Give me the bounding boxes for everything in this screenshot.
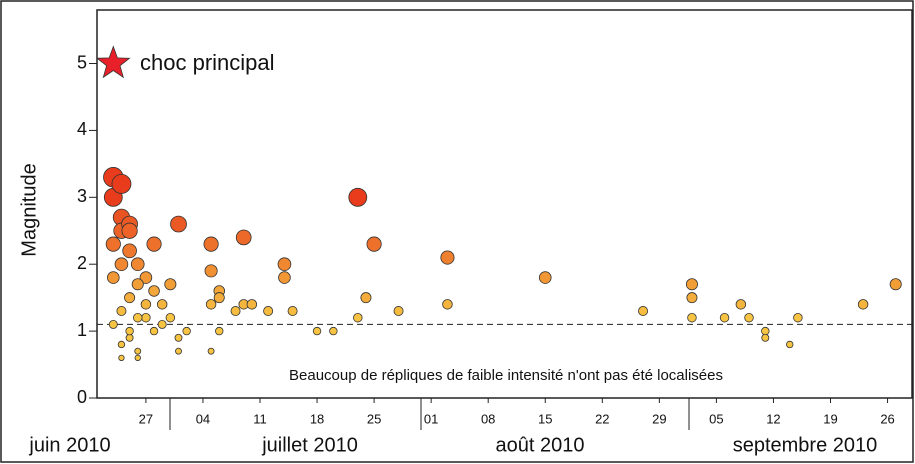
x-tick-label: 05 <box>709 411 723 426</box>
month-label: juillet 2010 <box>261 434 358 456</box>
aftershock <box>134 347 142 355</box>
x-tick-label: 01 <box>424 411 438 426</box>
aftershock <box>134 354 141 362</box>
aftershock <box>140 299 152 310</box>
aftershock <box>235 229 252 246</box>
aftershock <box>204 264 218 278</box>
aftershock <box>122 243 137 259</box>
aftershock <box>312 326 322 336</box>
aftershock <box>230 306 241 317</box>
aftershock <box>124 292 136 304</box>
aftershock <box>719 313 730 323</box>
aftershock <box>174 333 183 342</box>
aftershock <box>116 306 127 317</box>
x-tick-label: 26 <box>880 411 894 426</box>
month-label: septembre 2010 <box>733 434 878 456</box>
month-label: juin 2010 <box>28 434 110 456</box>
aftershock <box>857 299 869 310</box>
x-tick-label: 04 <box>196 411 210 426</box>
aftershock <box>246 299 258 310</box>
aftershock <box>207 347 215 355</box>
y-tick-label: 3 <box>77 186 87 206</box>
y-tick-label: 2 <box>77 253 87 273</box>
aftershock <box>263 306 274 317</box>
aftershock <box>215 326 224 336</box>
x-tick-label: 29 <box>652 411 666 426</box>
x-tick-label: 22 <box>595 411 609 426</box>
aftershock <box>105 236 121 252</box>
x-tick-label: 18 <box>310 411 324 426</box>
x-tick-label: 15 <box>538 411 552 426</box>
aftershock <box>538 271 552 284</box>
aftershock <box>744 313 754 323</box>
annotation: choc principal <box>140 50 275 75</box>
aftershock <box>149 326 159 336</box>
x-tick-label: 08 <box>481 411 495 426</box>
aftershock <box>175 347 182 355</box>
aftershock <box>205 299 217 310</box>
aftershock <box>146 236 162 252</box>
aftershock <box>131 278 144 291</box>
y-tick-label: 0 <box>77 387 87 407</box>
y-tick-label: 5 <box>77 52 87 72</box>
aftershock <box>353 313 363 323</box>
aftershock <box>203 236 219 252</box>
aftershock <box>440 250 455 265</box>
aftershock <box>687 313 697 323</box>
aftershock <box>889 278 902 291</box>
aftershock <box>156 299 168 310</box>
aftershock <box>786 340 794 349</box>
aftershock <box>121 222 138 239</box>
plot-area <box>96 9 913 399</box>
aftershock <box>638 306 649 317</box>
aftershock <box>125 326 134 336</box>
aftershock <box>164 278 177 291</box>
aftershock <box>761 326 770 336</box>
x-tick-label: 11 <box>253 411 267 426</box>
annotation: Beaucoup de répliques de faible intensit… <box>289 367 723 384</box>
aftershock <box>114 257 129 272</box>
aftershock <box>117 340 126 349</box>
aftershock <box>108 319 118 329</box>
y-tick-label: 1 <box>77 320 87 340</box>
aftershock <box>329 326 338 336</box>
aftershock <box>139 271 153 284</box>
aftershock <box>148 285 160 297</box>
aftershock <box>393 306 404 317</box>
aftershock <box>107 271 120 284</box>
aftershock <box>213 292 225 304</box>
aftershock <box>287 306 298 317</box>
aftershock <box>348 187 368 207</box>
x-tick-label: 12 <box>766 411 780 426</box>
aftershock <box>157 319 167 329</box>
aftershock <box>141 313 151 323</box>
aftershock <box>170 215 187 233</box>
aftershock <box>278 271 291 284</box>
aftershock <box>182 326 191 336</box>
aftershock <box>111 174 132 194</box>
aftershock <box>735 299 747 310</box>
x-tick-label: 27 <box>139 411 153 426</box>
aftershock <box>133 313 143 323</box>
aftershock <box>442 299 453 310</box>
y-axis-label: Magnitude <box>18 163 40 256</box>
aftershock <box>685 278 698 291</box>
aftershock <box>130 257 145 272</box>
aftershock <box>793 313 803 323</box>
mainshock-star <box>95 45 131 79</box>
aftershock <box>761 333 770 342</box>
x-tick-label: 19 <box>823 411 837 426</box>
aftershock <box>118 354 125 362</box>
aftershock <box>360 292 372 304</box>
month-label: août 2010 <box>496 434 585 456</box>
y-tick-label: 4 <box>77 119 87 139</box>
aftershock <box>686 292 698 304</box>
aftershock <box>125 333 134 342</box>
aftershock <box>165 313 176 323</box>
aftershock <box>366 236 382 252</box>
aftershock <box>277 257 292 272</box>
x-tick-label: 25 <box>367 411 381 426</box>
